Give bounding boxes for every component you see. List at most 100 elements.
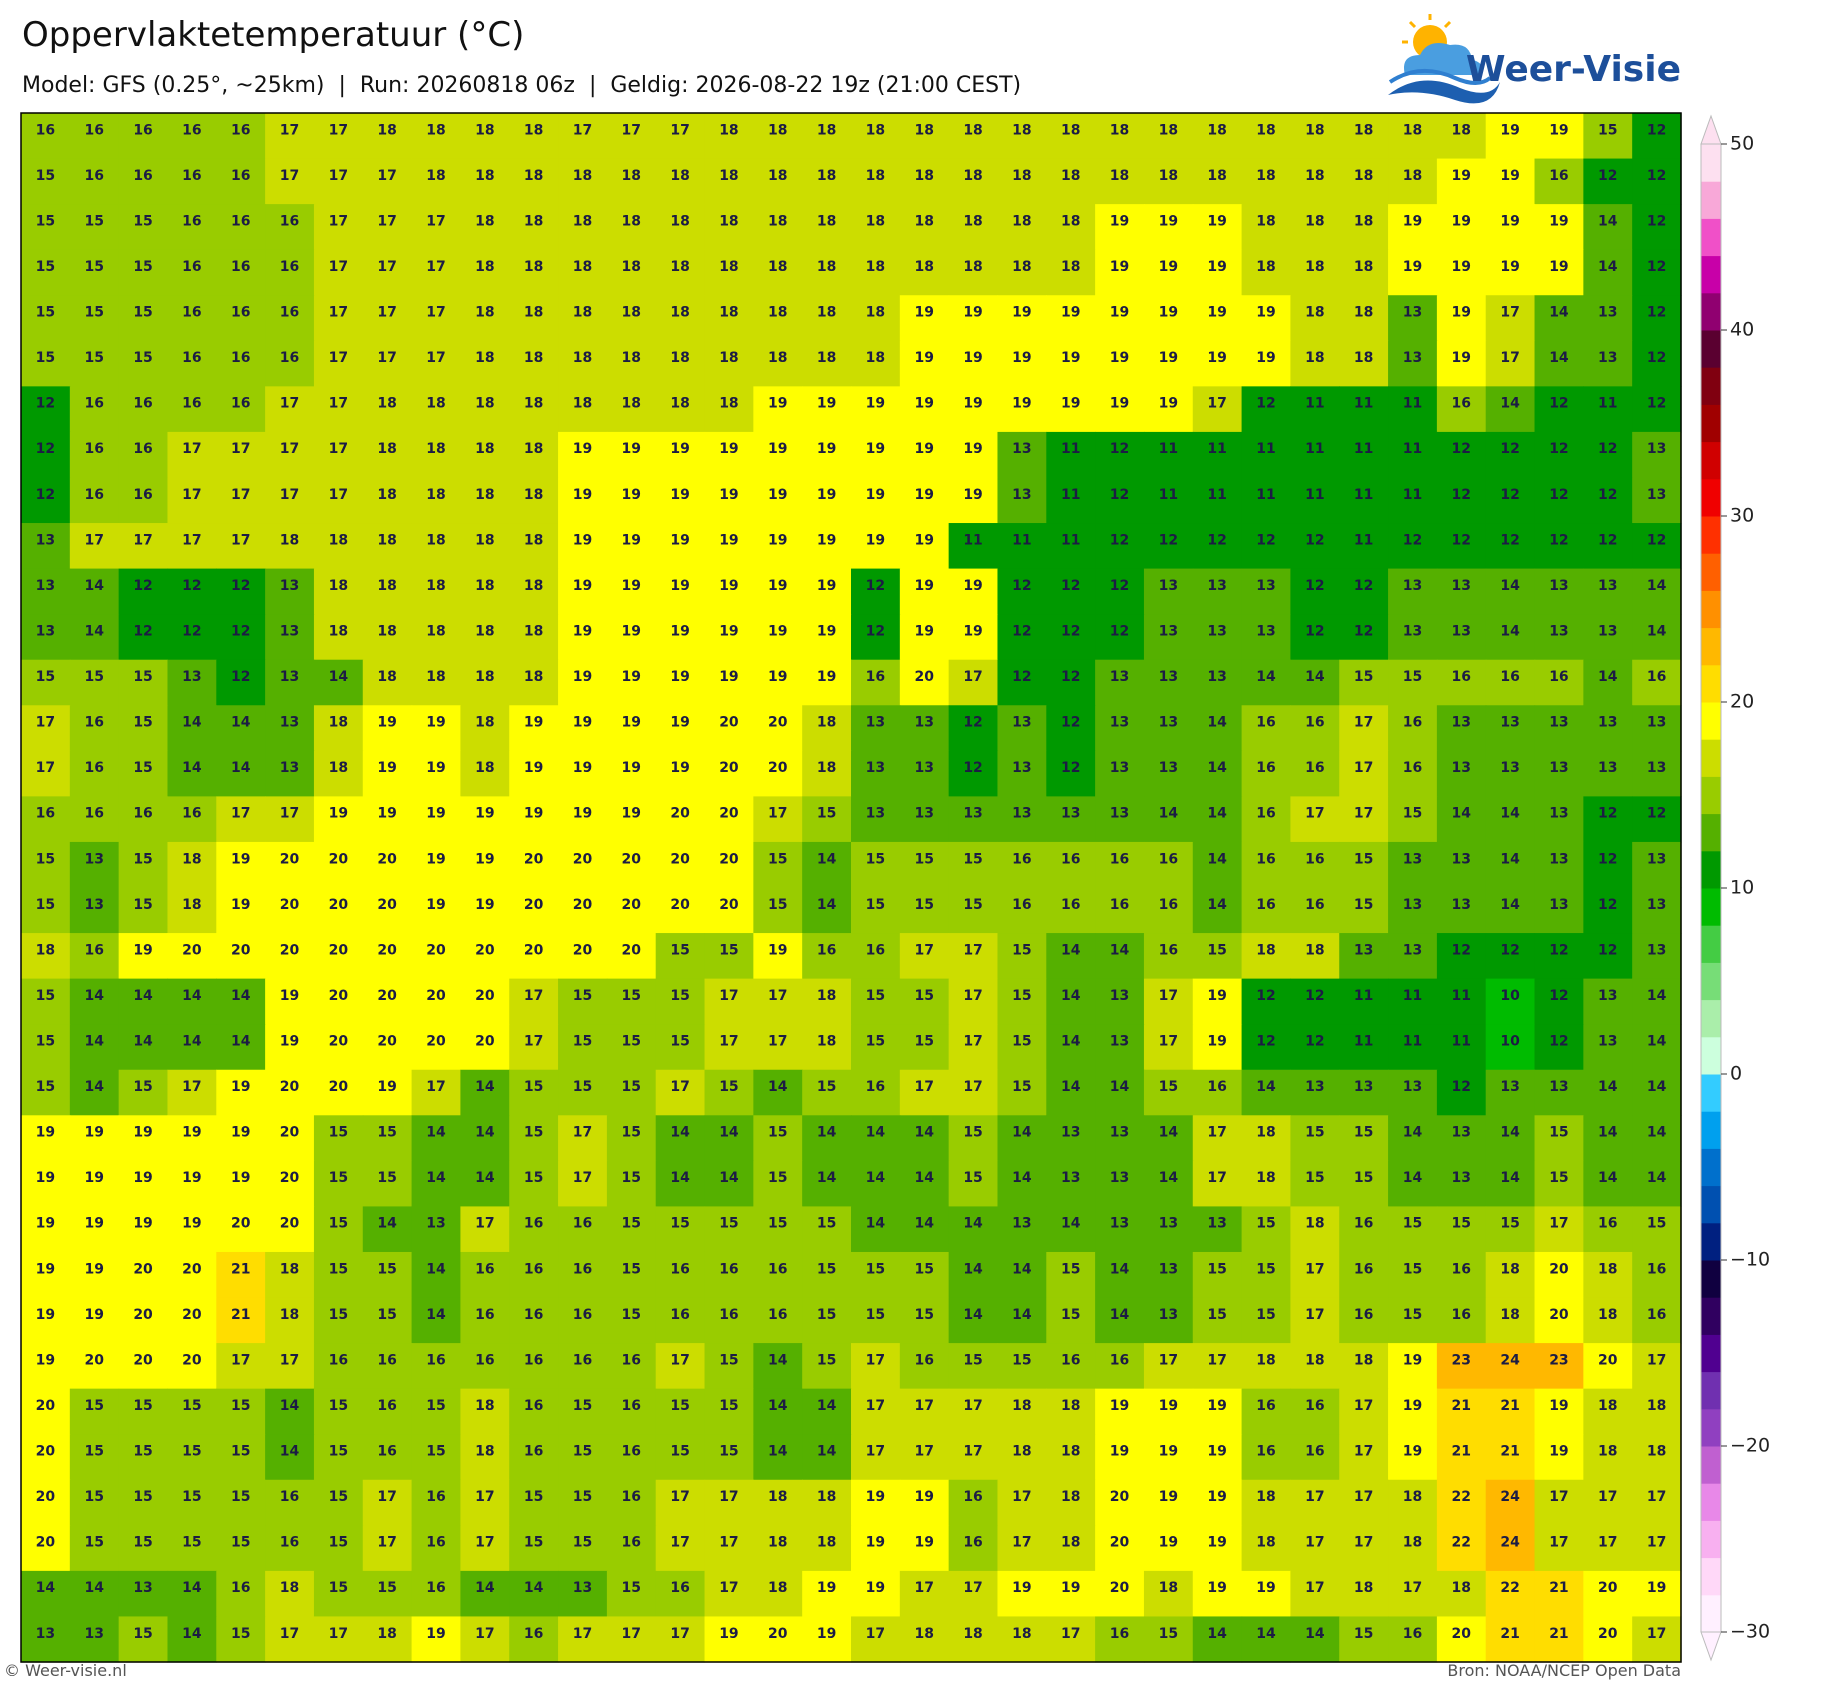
temperature-cell bbox=[1436, 1297, 1487, 1344]
temperature-label: 12 bbox=[1598, 942, 1617, 958]
temperature-label: 14 bbox=[426, 1307, 446, 1323]
temperature-cell bbox=[411, 1024, 462, 1071]
temperature-label: 19 bbox=[475, 851, 494, 867]
temperature-label: 19 bbox=[1549, 1398, 1568, 1414]
temperature-cell bbox=[899, 477, 950, 524]
temperature-label: 20 bbox=[133, 1261, 153, 1277]
temperature-cell bbox=[948, 340, 999, 387]
temperature-cell bbox=[753, 1115, 803, 1162]
temperature-label: 19 bbox=[573, 532, 592, 548]
temperature-label: 18 bbox=[719, 350, 738, 366]
temperature-cell bbox=[509, 1388, 559, 1435]
temperature-label: 13 bbox=[1549, 806, 1568, 822]
temperature-label: 18 bbox=[1354, 259, 1373, 275]
temperature-cell bbox=[1192, 1160, 1243, 1208]
temperature-label: 11 bbox=[1452, 1033, 1471, 1049]
temperature-label: 19 bbox=[573, 623, 592, 639]
temperature-label: 19 bbox=[573, 806, 592, 822]
temperature-label: 16 bbox=[475, 1307, 494, 1323]
logo-text: Weer-Visie bbox=[1466, 49, 1681, 90]
temperature-label: 20 bbox=[719, 897, 739, 913]
temperature-cell bbox=[1143, 659, 1194, 706]
temperature-label: 17 bbox=[1403, 1580, 1422, 1596]
temperature-cell bbox=[1241, 158, 1292, 205]
temperature-label: 18 bbox=[963, 1626, 982, 1642]
temperature-cell bbox=[997, 1343, 1047, 1390]
temperature-label: 13 bbox=[1256, 623, 1275, 639]
temperature-label: 15 bbox=[1354, 669, 1373, 685]
temperature-label: 16 bbox=[1256, 1398, 1275, 1414]
colorbar-band bbox=[1701, 1594, 1721, 1633]
temperature-label: 18 bbox=[1354, 350, 1373, 366]
temperature-cell bbox=[460, 1297, 510, 1344]
temperature-label: 16 bbox=[524, 1444, 543, 1460]
temperature-label: 21 bbox=[1500, 1444, 1519, 1460]
temperature-cell bbox=[509, 249, 559, 296]
temperature-cell bbox=[948, 1251, 999, 1299]
temperature-cell bbox=[558, 523, 608, 570]
temperature-cell bbox=[1436, 1479, 1487, 1526]
temperature-cell bbox=[118, 295, 169, 342]
temperature-cell bbox=[704, 1388, 754, 1435]
temperature-cell bbox=[1095, 933, 1145, 980]
temperature-cell bbox=[802, 204, 852, 251]
temperature-cell bbox=[265, 978, 315, 1025]
temperature-label: 14 bbox=[866, 1125, 886, 1141]
temperature-cell bbox=[558, 204, 608, 251]
temperature-label: 17 bbox=[1012, 1535, 1031, 1551]
temperature-label: 16 bbox=[1256, 715, 1275, 731]
temperature-cell bbox=[1485, 1069, 1536, 1116]
temperature-cell bbox=[606, 841, 657, 889]
colorbar-tick-label: 20 bbox=[1730, 691, 1754, 713]
temperature-label: 14 bbox=[84, 988, 104, 1004]
temperature-cell bbox=[1485, 705, 1536, 752]
temperature-cell bbox=[216, 614, 266, 661]
temperature-label: 13 bbox=[182, 669, 201, 685]
temperature-cell bbox=[997, 614, 1047, 661]
temperature-label: 12 bbox=[1647, 305, 1666, 321]
temperature-label: 19 bbox=[622, 715, 641, 731]
colorbar-band bbox=[1701, 1483, 1721, 1521]
temperature-cell bbox=[1485, 1160, 1536, 1208]
temperature-cell bbox=[1436, 1069, 1487, 1116]
temperature-cell bbox=[606, 523, 657, 570]
temperature-cell bbox=[167, 431, 217, 479]
colorbar-tick-label: 50 bbox=[1730, 133, 1754, 155]
temperature-cell bbox=[411, 1251, 462, 1299]
temperature-cell bbox=[1095, 1160, 1145, 1208]
temperature-cell bbox=[1241, 113, 1292, 160]
temperature-cell bbox=[1143, 113, 1194, 160]
temperature-cell bbox=[1046, 340, 1096, 387]
map-frame bbox=[20, 112, 1682, 1663]
temperature-cell bbox=[851, 933, 901, 980]
temperature-cell bbox=[411, 568, 462, 615]
temperature-cell bbox=[21, 568, 71, 615]
temperature-cell bbox=[606, 705, 657, 752]
temperature-cell bbox=[21, 113, 71, 160]
temperature-label: 11 bbox=[1159, 441, 1178, 457]
temperature-label: 13 bbox=[1403, 851, 1422, 867]
temperature-cell bbox=[802, 158, 852, 205]
temperature-label: 17 bbox=[280, 1352, 299, 1368]
temperature-cell bbox=[606, 887, 657, 934]
temperature-label: 15 bbox=[963, 1352, 982, 1368]
temperature-cell bbox=[997, 204, 1047, 251]
temperature-cell bbox=[1485, 158, 1536, 205]
temperature-label: 15 bbox=[1403, 1216, 1422, 1232]
temperature-cell bbox=[1339, 796, 1389, 843]
temperature-label: 16 bbox=[1207, 1079, 1226, 1095]
temperature-label: 14 bbox=[963, 1216, 983, 1232]
temperature-label: 16 bbox=[622, 1444, 641, 1460]
temperature-label: 11 bbox=[1207, 487, 1226, 503]
temperature-label: 20 bbox=[329, 851, 349, 867]
temperature-cell bbox=[167, 1343, 217, 1390]
temperature-cell bbox=[802, 1160, 852, 1208]
temperature-cell bbox=[1192, 249, 1243, 296]
temperature-cell bbox=[655, 614, 706, 661]
temperature-label: 16 bbox=[84, 168, 103, 184]
temperature-cell bbox=[1192, 204, 1243, 251]
temperature-cell bbox=[704, 1570, 754, 1618]
temperature-cell bbox=[1436, 1343, 1487, 1390]
temperature-cell bbox=[1192, 705, 1243, 752]
temperature-cell bbox=[118, 113, 169, 160]
